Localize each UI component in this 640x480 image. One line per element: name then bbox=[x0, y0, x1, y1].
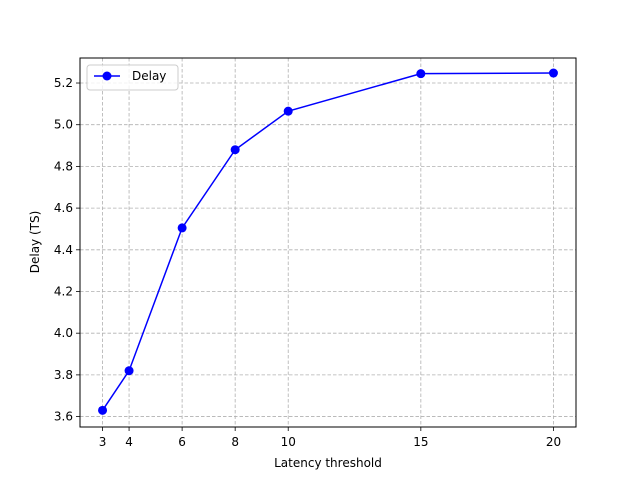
x-axis-ticks: 3 4 6 8 10 15 20 bbox=[99, 427, 561, 449]
x-tick-label: 15 bbox=[413, 435, 428, 449]
y-tick-label: 4.8 bbox=[54, 159, 73, 173]
data-point bbox=[230, 145, 240, 155]
data-point bbox=[548, 68, 558, 78]
data-point bbox=[177, 223, 187, 233]
legend: Delay bbox=[86, 64, 179, 91]
y-tick-label: 5.0 bbox=[54, 118, 73, 132]
x-tick-label: 6 bbox=[178, 435, 186, 449]
legend-label: Delay bbox=[132, 69, 166, 83]
grid-lines bbox=[80, 58, 576, 427]
y-tick-label: 4.4 bbox=[54, 243, 73, 257]
y-axis-label: Delay (TS) bbox=[28, 211, 42, 274]
series-markers bbox=[98, 68, 558, 415]
x-tick-label: 3 bbox=[99, 435, 107, 449]
y-tick-label: 4.0 bbox=[54, 326, 73, 340]
x-tick-label: 8 bbox=[231, 435, 239, 449]
y-tick-label: 4.6 bbox=[54, 201, 73, 215]
y-tick-label: 4.2 bbox=[54, 284, 73, 298]
y-tick-label: 5.2 bbox=[54, 76, 73, 90]
data-point bbox=[124, 366, 134, 376]
y-tick-label: 3.8 bbox=[54, 368, 73, 382]
x-tick-label: 4 bbox=[125, 435, 133, 449]
data-point bbox=[416, 69, 426, 79]
series-lines bbox=[101, 72, 554, 411]
data-point bbox=[283, 106, 293, 116]
plot-area-frame bbox=[79, 57, 577, 428]
y-tick-label: 3.6 bbox=[54, 410, 73, 424]
x-tick-label: 10 bbox=[281, 435, 296, 449]
series-line bbox=[101, 72, 554, 411]
legend-frame bbox=[86, 64, 179, 91]
data-point bbox=[98, 405, 108, 415]
x-axis-label: Latency threshold bbox=[274, 456, 382, 470]
y-axis-ticks: 3.6 3.8 4.0 4.2 4.4 4.6 4.8 5.0 5.2 bbox=[54, 76, 80, 424]
x-tick-label: 20 bbox=[546, 435, 561, 449]
legend-marker-swatch bbox=[102, 71, 112, 81]
